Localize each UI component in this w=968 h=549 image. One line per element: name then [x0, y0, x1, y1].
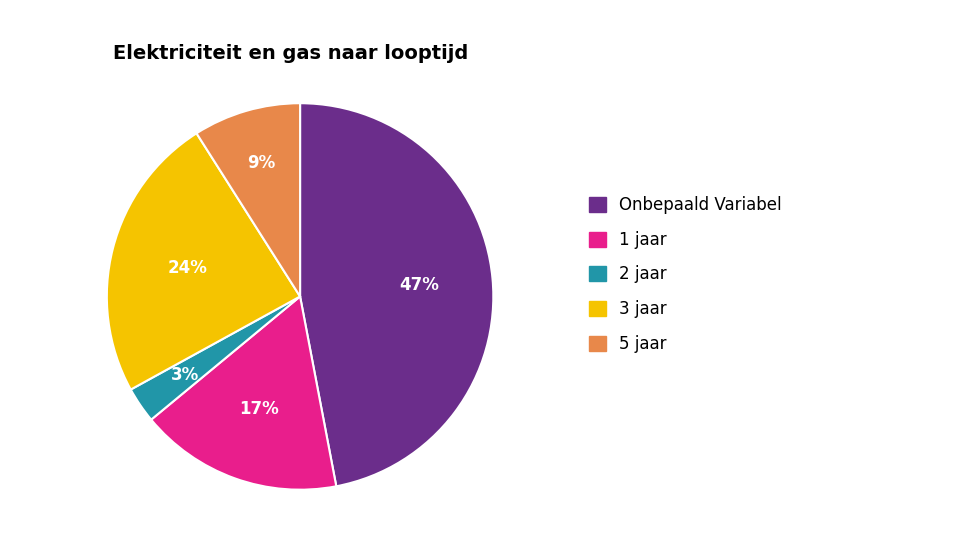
Legend: Onbepaald Variabel, 1 jaar, 2 jaar, 3 jaar, 5 jaar: Onbepaald Variabel, 1 jaar, 2 jaar, 3 ja…	[590, 196, 782, 353]
Wedge shape	[300, 103, 494, 486]
Text: 24%: 24%	[167, 259, 208, 277]
Text: Elektriciteit en gas naar looptijd: Elektriciteit en gas naar looptijd	[113, 44, 468, 63]
Wedge shape	[131, 296, 300, 419]
Text: 47%: 47%	[400, 276, 439, 294]
Wedge shape	[151, 296, 336, 490]
Text: 17%: 17%	[240, 400, 280, 418]
Text: 9%: 9%	[247, 154, 275, 172]
Wedge shape	[106, 133, 300, 390]
Text: 3%: 3%	[171, 366, 199, 384]
Wedge shape	[197, 103, 300, 296]
